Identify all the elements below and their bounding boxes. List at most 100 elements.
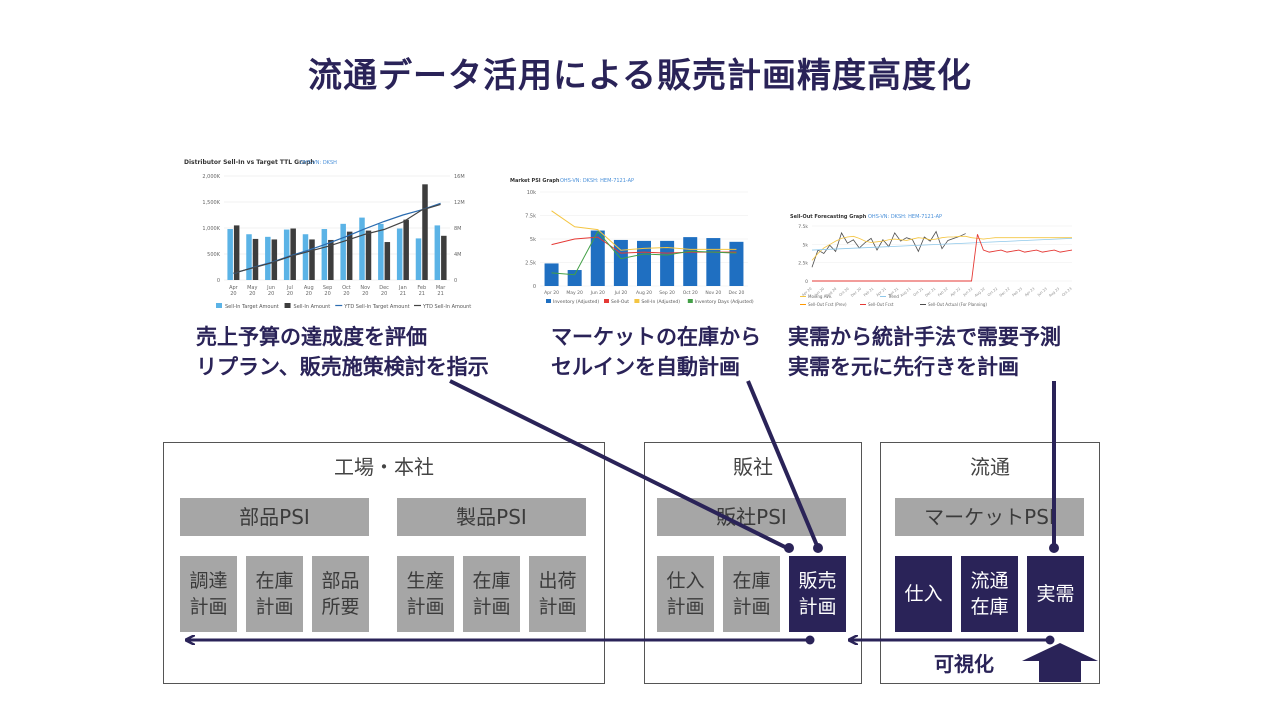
chart1-bar-sellin [309,239,315,280]
chart2-bar-inventory [590,230,605,286]
purchase-plan: 仕入 計画 [657,556,714,632]
caption-2-line-1: マーケットの在庫から [551,325,761,349]
chart1-bar-target [321,229,328,280]
shipping-plan-l2: 計画 [538,596,577,618]
chart1-bar-target [227,229,233,280]
chart3-xtick: Apr 22 [950,287,961,298]
chart3-legend-label: Sell-Out Fcst (Prev) [808,302,847,307]
chart1-line-ytd-sellin [233,203,441,274]
chart2-ytick: 7.5k [525,214,536,220]
market-psi-bar: マーケットPSI [895,498,1084,536]
chart1-xtick: 20 [249,291,255,297]
chart1-xtick: May [247,285,257,291]
chart2-bar-inventory [660,240,675,286]
caption-2-line-2: セルインを自動計画 [551,355,740,379]
chart3-xtick: Aug 22 [974,287,986,298]
chart2-xtick: May 20 [566,290,583,296]
chart1-xtick: Jun [266,285,275,291]
parts-inventory-plan: 在庫 計画 [246,556,303,632]
product-inventory-plan: 在庫 計画 [463,556,520,632]
chart1-legend-label: YTD Sell-In Amount [422,304,471,310]
chart2-xtick: Sep 20 [659,290,675,296]
purchase-plan-l2: 計画 [666,596,705,618]
chart2-ytick: 10k [527,190,536,196]
page-title: 流通データ活用による販売計画精度高度化 [308,56,972,96]
chart3-xtick: Feb 22 [937,287,949,298]
chart2-xtick: Aug 20 [636,290,652,296]
chart1-xtick: 20 [287,291,293,297]
distribution-inventory: 流通 在庫 [961,556,1018,632]
sales-inventory-plan-l1: 在庫 [732,570,771,592]
chart2-legend-label: Sell-In (Adjusted) [641,299,680,305]
chart2-line [551,230,737,276]
shipping-plan: 出荷 計画 [529,556,586,632]
chart1-bar-sellin [365,230,372,280]
chart1-bar-sellin [233,225,240,280]
chart1-ytick-right: 12M [454,200,465,206]
chart3-xtick: Jun 20 [813,287,825,298]
parts-requirement: 部品 所要 [312,556,369,632]
sell-out-forecast-chart: Sell-Out Forecasting Graph OHS-VN: DKSH: … [786,208,1076,316]
parts-psi-bar: 部品PSI [180,498,369,536]
sales-inventory-plan: 在庫 計画 [723,556,780,632]
chart1-bar-sellin [403,219,409,280]
chart3-xtick: Aug 21 [900,287,912,298]
chart3-ytick: 0 [805,279,808,285]
chart2-legend-swatch [604,299,609,303]
chart1-title: Distributor Sell-In vs Target TTL Graph [184,159,315,166]
production-plan: 生産 計画 [397,556,454,632]
chart1-xtick: 21 [437,291,443,297]
sales-plan-l1: 販売 [798,570,837,592]
sales-psi-bar: 販社PSI [657,498,846,536]
chart1-xtick: Sep [323,285,332,291]
chart1-bar-sellin [328,239,334,280]
chart2-xtick: Jul 20 [614,290,628,296]
parts-inventory-plan-l1: 在庫 [255,570,294,592]
chart3-xtick: Jun 22 [962,287,974,298]
chart3-xtick: Aug 23 [1048,287,1060,298]
chart3-line-moving-ave [811,235,1072,261]
chart1-bar-target [415,238,422,280]
chart3-xtick: Oct 21 [913,287,924,298]
shipping-plan-l1: 出荷 [538,570,577,592]
chart1-xtick: 21 [400,291,406,297]
procurement-plan-l2: 計画 [189,596,228,618]
chart1-line-ytd-target [233,202,441,275]
chart1-xtick: Dec [379,285,389,291]
chart3-title: Sell-Out Forecasting Graph [790,214,867,220]
chart1-bar-target [434,225,441,280]
chart3-xtick: Jun 23 [1036,287,1048,298]
chart1-ytick-left: 1,000K [202,226,220,232]
production-plan-l1: 生産 [406,570,445,592]
purchase-plan-l1: 仕入 [666,570,705,592]
chart2-xtick: Dec 20 [729,290,745,296]
chart1-bar-target [378,223,384,280]
chart3-xtick: Oct 23 [1061,287,1072,298]
section-factory-label: 工場・本社 [334,455,434,479]
distribution-inventory-l2: 在庫 [970,596,1009,618]
chart3-legend-label: Moving Ave. [808,294,832,299]
distribution-purchase-l1: 仕入 [904,583,943,605]
caption-3-line-2: 実需を元に先行きを計画 [788,355,1019,379]
chart1-ytick-left: 2,000K [202,174,220,180]
caption-market-inventory: マーケットの在庫から セルインを自動計画 [551,322,761,382]
chart1-xtick: 20 [268,291,274,297]
visualize-label: 可視化 [934,652,994,676]
chart2-xtick: Jun 20 [590,290,605,296]
chart1-bar-target [359,217,365,280]
sell-in-vs-target-svg: Distributor Sell-In vs Target TTL GraphO… [184,159,471,310]
chart1-bar-target [302,234,309,280]
distribution-inventory-l1: 流通 [970,570,1009,592]
chart3-xtick: Oct 20 [838,287,849,298]
chart3-xtick: Jun 21 [888,287,900,298]
sales-plan-l2: 計画 [798,596,837,618]
chart2-subtitle: OHS-VN: DKSH: HEM-7121-AP [560,178,634,184]
chart1-bar-target [246,234,252,280]
chart1-ytick-left: 0 [217,278,220,284]
sales-plan: 販売 計画 [789,556,846,632]
chart2-bar-inventory [706,238,721,286]
chart1-ytick-left: 1,500K [202,200,220,206]
chart1-xtick: Nov [360,285,370,291]
procurement-plan: 調達 計画 [180,556,237,632]
chart2-bar-inventory [567,270,582,286]
